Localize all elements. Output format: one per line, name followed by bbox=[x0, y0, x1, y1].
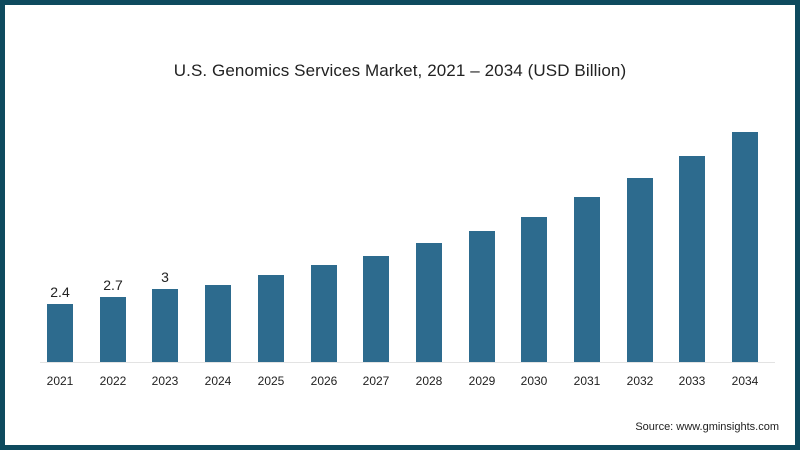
data-label: 2.4 bbox=[50, 284, 70, 300]
x-tick-label: 2031 bbox=[573, 374, 601, 388]
bar-2024 bbox=[205, 285, 231, 362]
bar-2026 bbox=[311, 265, 337, 362]
bar-2028 bbox=[416, 243, 442, 362]
x-tick-label: 2022 bbox=[99, 374, 127, 388]
data-label: 2.7 bbox=[103, 277, 123, 293]
bar-2034 bbox=[732, 132, 758, 362]
x-tick-label: 2021 bbox=[46, 374, 74, 388]
x-tick-label: 2023 bbox=[151, 374, 179, 388]
source-note: Source: www.gminsights.com bbox=[635, 421, 779, 433]
bar-2023 bbox=[152, 289, 178, 362]
bar-2030 bbox=[521, 217, 547, 362]
x-tick-label: 2033 bbox=[678, 374, 706, 388]
x-tick-label: 2032 bbox=[626, 374, 654, 388]
x-tick-label: 2034 bbox=[731, 374, 759, 388]
bar-2029 bbox=[469, 231, 495, 362]
bar-2031 bbox=[574, 197, 600, 362]
bar-2021 bbox=[47, 304, 73, 362]
bar-2025 bbox=[258, 275, 284, 362]
x-tick-label: 2028 bbox=[415, 374, 443, 388]
x-tick-label: 2024 bbox=[204, 374, 232, 388]
x-tick-label: 2025 bbox=[257, 374, 285, 388]
data-label: 3 bbox=[161, 269, 169, 285]
bar-2033 bbox=[679, 156, 705, 362]
x-tick-label: 2026 bbox=[310, 374, 338, 388]
bar-2022 bbox=[100, 297, 126, 362]
bar-2027 bbox=[363, 256, 389, 362]
x-tick-label: 2030 bbox=[520, 374, 548, 388]
x-tick-label: 2029 bbox=[468, 374, 496, 388]
plot-area: 2021 2.4 2022 2.7 2023 3 2024 2025 2026 2027 2028 2… bbox=[5, 5, 795, 445]
x-tick-label: 2027 bbox=[362, 374, 390, 388]
chart-title: U.S. Genomics Services Market, 2021 – 20… bbox=[173, 61, 627, 80]
x-axis-baseline bbox=[40, 362, 775, 363]
bar-2032 bbox=[627, 178, 653, 362]
